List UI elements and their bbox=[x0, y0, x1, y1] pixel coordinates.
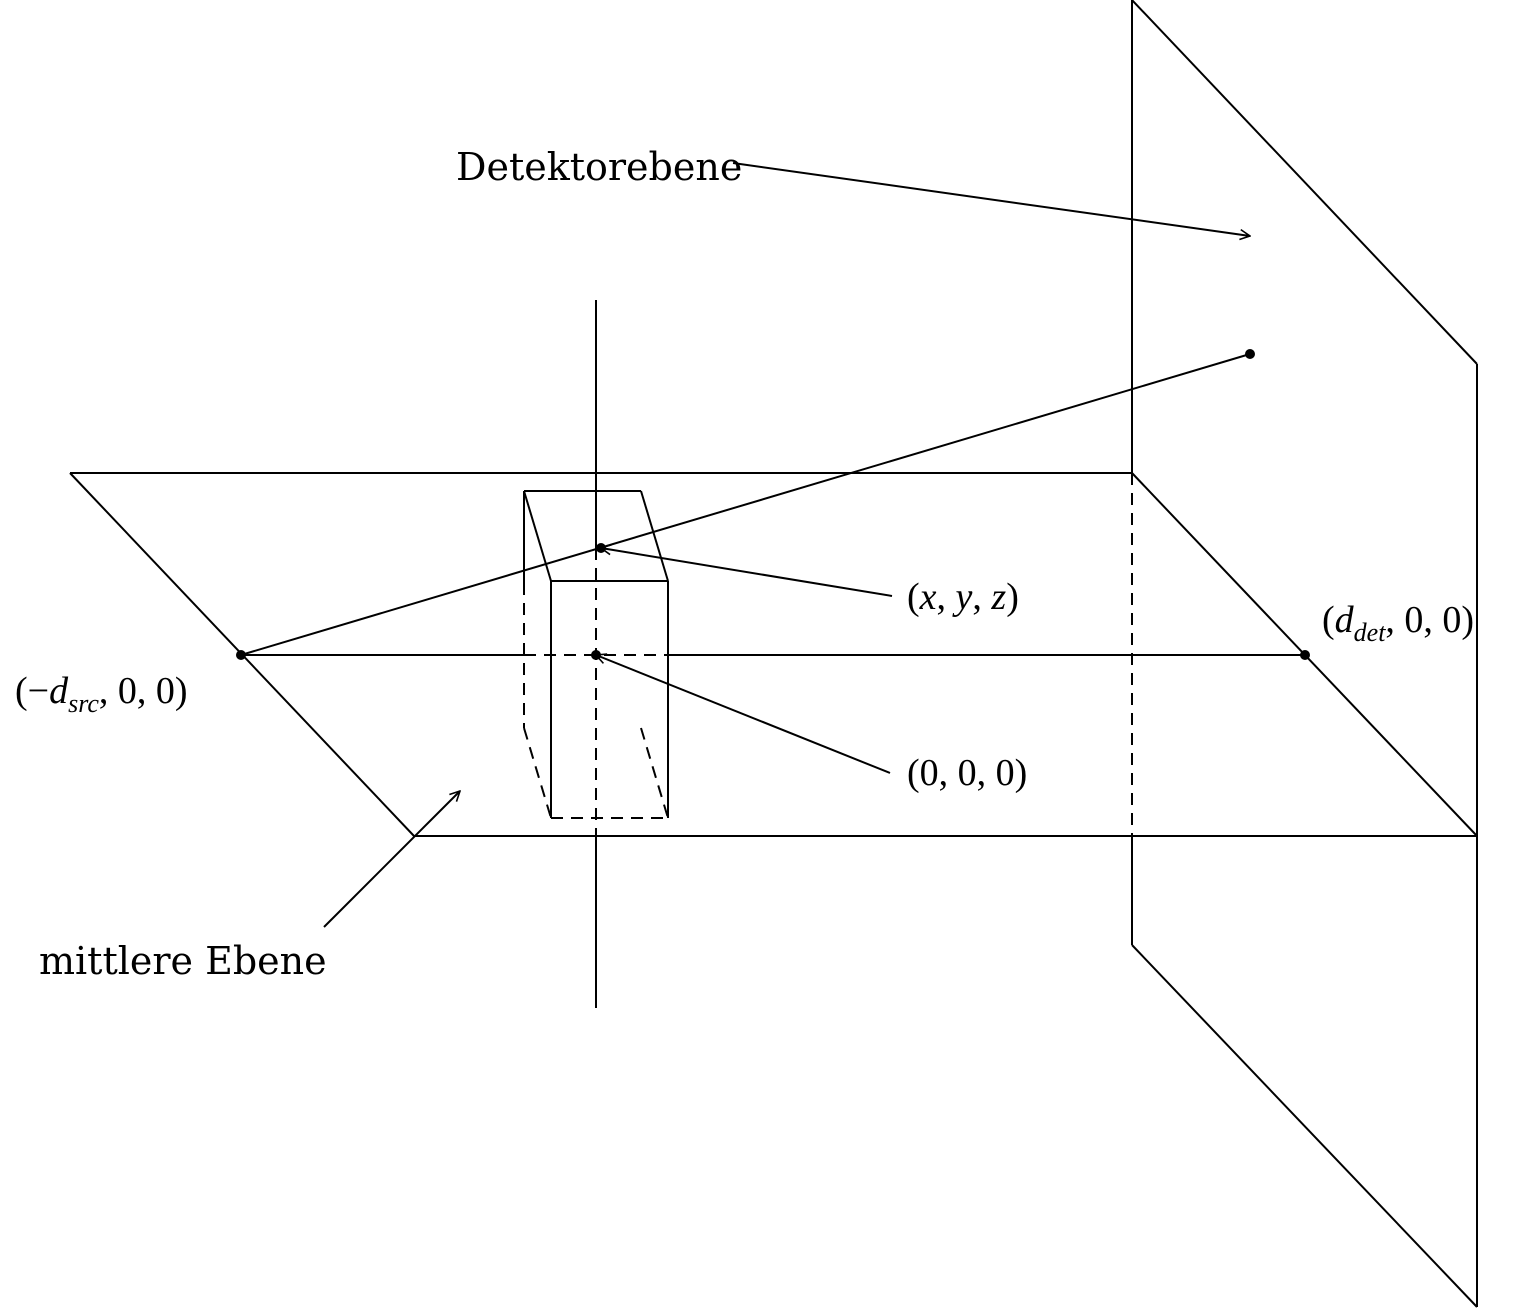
detector-point-label: (ddet, 0, 0) bbox=[1322, 599, 1475, 647]
detector-plane-arrow bbox=[732, 162, 1250, 236]
middle-plane-label: mittlere Ebene bbox=[39, 939, 327, 983]
detector-hit-point bbox=[1245, 349, 1255, 359]
source-label: (−dsrc, 0, 0) bbox=[15, 670, 188, 718]
object-box bbox=[523, 490, 669, 819]
middle-plane-arrow bbox=[323, 791, 460, 928]
detector-plane-label: Detektorebene bbox=[456, 145, 743, 189]
origin-label: (0, 0, 0) bbox=[907, 752, 1028, 794]
detector-center-point bbox=[1300, 650, 1310, 660]
origin-arrow bbox=[596, 655, 891, 774]
point-xyz-label: (x, y, z) bbox=[907, 576, 1019, 618]
oblique-ray bbox=[240, 353, 1251, 656]
xyz-arrow bbox=[601, 548, 893, 597]
source-point bbox=[236, 650, 246, 660]
